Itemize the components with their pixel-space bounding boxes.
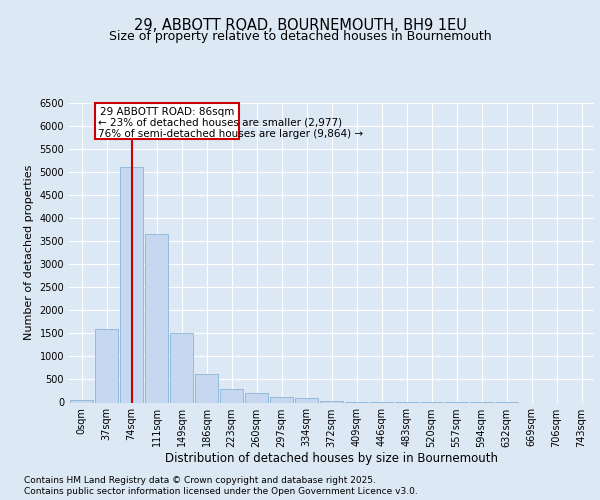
Bar <box>220 388 243 402</box>
Bar <box>195 374 218 402</box>
FancyBboxPatch shape <box>95 104 239 138</box>
Text: Size of property relative to detached houses in Bournemouth: Size of property relative to detached ho… <box>109 30 491 43</box>
Bar <box>120 167 143 402</box>
Bar <box>320 401 343 402</box>
Text: 76% of semi-detached houses are larger (9,864) →: 76% of semi-detached houses are larger (… <box>98 130 364 140</box>
Text: 29 ABBOTT ROAD: 86sqm: 29 ABBOTT ROAD: 86sqm <box>100 107 235 117</box>
Y-axis label: Number of detached properties: Number of detached properties <box>24 165 34 340</box>
X-axis label: Distribution of detached houses by size in Bournemouth: Distribution of detached houses by size … <box>165 452 498 466</box>
Bar <box>245 394 268 402</box>
Bar <box>145 234 168 402</box>
Text: 29, ABBOTT ROAD, BOURNEMOUTH, BH9 1EU: 29, ABBOTT ROAD, BOURNEMOUTH, BH9 1EU <box>134 18 466 32</box>
Bar <box>295 398 318 402</box>
Text: Contains HM Land Registry data © Crown copyright and database right 2025.: Contains HM Land Registry data © Crown c… <box>24 476 376 485</box>
Text: Contains public sector information licensed under the Open Government Licence v3: Contains public sector information licen… <box>24 487 418 496</box>
Bar <box>270 396 293 402</box>
Bar <box>95 328 118 402</box>
Bar <box>70 400 93 402</box>
Bar <box>170 334 193 402</box>
Text: ← 23% of detached houses are smaller (2,977): ← 23% of detached houses are smaller (2,… <box>98 118 343 128</box>
